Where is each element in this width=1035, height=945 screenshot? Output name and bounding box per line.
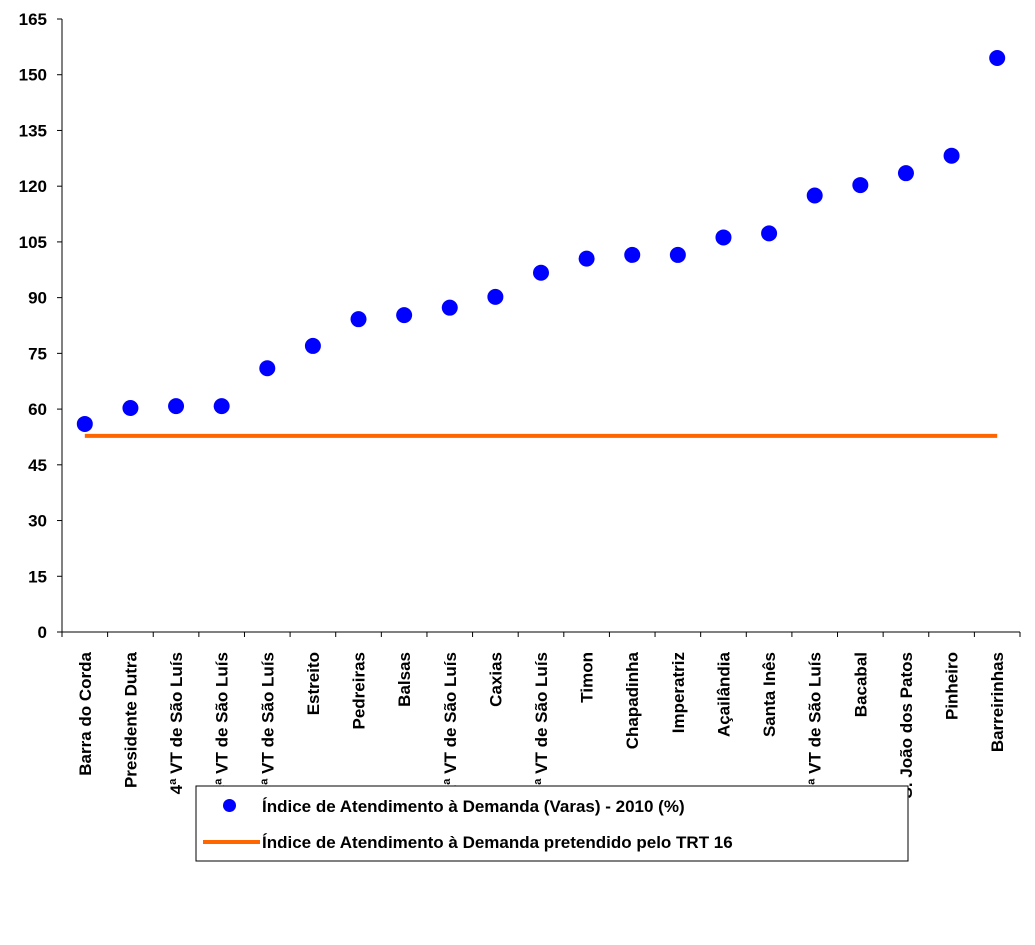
y-tick-label: 45 [28, 456, 47, 475]
axes: 0 15 30 45 60 75 90 105 120 135 150 165 Barra do Cor… [19, 10, 1021, 798]
x-tick-label: 5ª VT de São Luís [213, 652, 232, 794]
x-tick-label: Pinheiro [943, 652, 962, 720]
y-tick-label: 165 [19, 10, 47, 29]
data-point [624, 246, 641, 263]
data-point [350, 311, 367, 328]
data-point [989, 50, 1006, 67]
data-point [715, 229, 732, 246]
data-point [441, 299, 458, 316]
x-tick-label: Timon [578, 652, 597, 703]
legend-label-line: Índice de Atendimento à Demanda pretendi… [262, 833, 733, 852]
y-tick-label: 75 [28, 344, 47, 363]
data-point [259, 360, 276, 377]
y-tick-label: 90 [28, 289, 47, 308]
x-tick-label: 4ª VT de São Luís [167, 652, 186, 794]
y-tick-label: 0 [38, 623, 47, 642]
data-point [852, 177, 869, 194]
y-tick-label: 60 [28, 400, 47, 419]
x-tick-label: Caxias [486, 652, 505, 707]
legend-marker-scatter [223, 799, 236, 812]
data-point [213, 398, 230, 415]
x-tick-label: 2ª VT de São Luís [532, 652, 551, 794]
data-point [76, 415, 93, 432]
x-tick-label: Barreirinhas [988, 652, 1007, 752]
y-tick-label: 150 [19, 66, 47, 85]
y-tick-label: 15 [28, 567, 47, 586]
data-point [396, 307, 413, 324]
x-tick-label: Pedreiras [350, 652, 369, 730]
x-tick-label: Chapadinha [623, 651, 642, 749]
x-tick-label: Balsas [395, 652, 414, 707]
y-tick-label: 30 [28, 512, 47, 531]
data-point [304, 337, 321, 354]
y-tick-label: 105 [19, 233, 47, 252]
x-tick-label: Estreito [304, 652, 323, 715]
x-tick-label: 1ª VT de São Luís [441, 652, 460, 794]
x-tick-label: Presidente Dutra [121, 651, 140, 788]
x-tick-label: Açailândia [714, 651, 733, 737]
data-point [533, 264, 549, 281]
y-tick-label: 120 [19, 177, 47, 196]
x-tick-label: S. João dos Patos [897, 652, 916, 798]
data-point [897, 165, 914, 182]
data-point [168, 398, 185, 415]
data-point [806, 187, 823, 204]
data-point [669, 246, 686, 263]
x-tick-label: Santa Inês [760, 652, 779, 737]
y-tick-label: 135 [19, 121, 47, 140]
data-point [122, 399, 139, 416]
data-point [761, 225, 778, 242]
x-tick-label: 3ª VT de São Luís [806, 652, 825, 794]
data-point [487, 288, 504, 305]
x-tick-label: Barra do Corda [76, 651, 95, 775]
x-tick-label: 6ª VT de São Luís [258, 652, 277, 794]
scatter-series [76, 50, 1006, 432]
legend-label-scatter: Índice de Atendimento à Demanda (Varas) … [262, 797, 685, 816]
x-tick-label: Bacabal [851, 652, 870, 717]
legend-box [195, 785, 909, 862]
x-tick-label: Imperatriz [669, 652, 688, 733]
data-point [943, 147, 960, 164]
legend: Índice de Atendimento à Demanda (Varas) … [195, 785, 909, 862]
data-point [578, 250, 595, 267]
